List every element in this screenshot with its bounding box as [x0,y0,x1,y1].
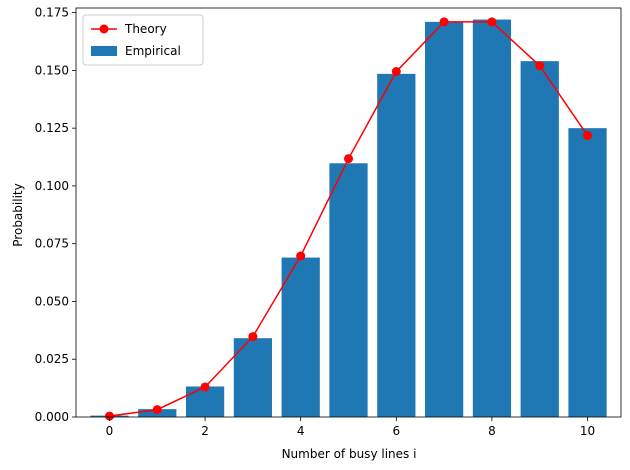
theory-point [391,67,401,77]
legend: Theory Empirical [82,14,204,66]
bar [329,163,368,417]
theory-point [296,251,306,261]
bar [233,338,273,417]
theory-point [200,382,210,392]
bar [520,61,559,418]
y-tick-label: 0.125 [35,121,69,135]
bar [424,21,464,417]
y-tick-label: 0.150 [35,63,69,77]
legend-marker-swatch [99,24,109,34]
theory-point [583,131,593,141]
theory-point [344,154,353,164]
x-tick-label: 4 [297,424,305,438]
bar [281,257,320,417]
y-tick-label: 0.025 [35,352,69,366]
x-axis-ticks: 0 2 4 6 8 10 [106,417,595,438]
theory-point [104,411,114,421]
theory-point [248,332,258,342]
y-axis-ticks: 0.000 0.025 0.050 0.075 0.100 0.125 0.150 0.175 [35,6,76,424]
y-axis-label: Probability [11,183,25,246]
x-tick-label: 10 [580,424,595,438]
y-tick-label: 0.100 [35,179,69,193]
legend-label-theory: Theory [124,22,167,36]
bar [377,73,416,418]
bar-series-empirical [90,19,607,418]
bar [568,128,607,417]
legend-label-empirical: Empirical [125,44,181,58]
bar [472,19,512,417]
bar [185,386,225,417]
x-tick-label: 6 [392,424,400,438]
y-tick-label: 0.175 [35,6,69,20]
theory-point [535,61,545,71]
legend-bar-swatch [91,46,117,56]
axes [75,7,622,418]
x-tick-label: 8 [488,424,496,438]
x-axis-label: Number of busy lines i [282,447,417,461]
line-series-theory [104,17,593,421]
y-tick-label: 0.075 [35,237,69,251]
theory-point [152,405,162,415]
plot-frame [75,7,622,418]
theory-point [439,17,449,27]
y-tick-label: 0.050 [35,294,69,308]
theory-point [487,17,497,27]
y-tick-label: 0.000 [35,410,69,424]
x-tick-label: 0 [106,424,114,438]
x-tick-label: 2 [201,424,209,438]
